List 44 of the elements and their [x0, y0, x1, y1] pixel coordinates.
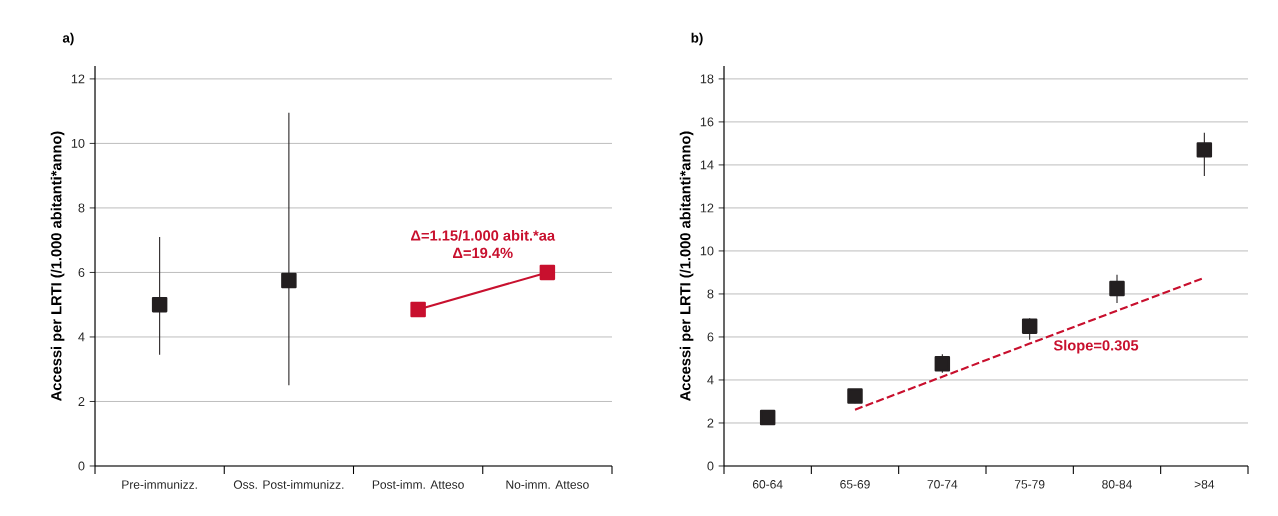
x-tick-label: Pre-immunizz. — [122, 480, 197, 489]
y-tick-label: 6 — [78, 267, 85, 277]
annotation: Slope=0.305 — [1053, 339, 1139, 354]
y-tick-label: 8 — [707, 289, 714, 299]
x-tick-label: >84 — [1194, 480, 1215, 489]
point — [1196, 142, 1213, 158]
annotation: Δ=1.15/1.000 abit.*aa — [411, 229, 556, 241]
x-tick-label: 60-64 — [752, 480, 783, 489]
point — [1021, 318, 1038, 334]
point — [759, 409, 776, 426]
point — [151, 296, 168, 313]
y-tick-label: 2 — [78, 397, 85, 406]
x-tick-label: No-imm. Atteso — [506, 480, 589, 489]
y-tick-label: 14 — [700, 160, 714, 170]
point — [934, 356, 951, 372]
x-tick-label: 80-84 — [1102, 480, 1132, 489]
x-tick-label: 70-74 — [927, 480, 958, 489]
y-axis-title: Accessi per LRTI (/1.000 abitanti*anno) — [679, 131, 694, 401]
y-tick-label: 0 — [78, 461, 85, 471]
chart-title: b) — [691, 32, 703, 46]
point — [410, 301, 426, 318]
x-tick-label: 75-79 — [1014, 480, 1045, 489]
y-tick-label: 6 — [707, 332, 714, 342]
point — [539, 264, 556, 281]
y-tick-label: 12 — [700, 203, 714, 213]
y-tick-label: 4 — [707, 375, 714, 385]
chart-title: a) — [62, 32, 74, 46]
x-tick-label: Oss. Post-immunizz. — [233, 480, 344, 489]
y-tick-label: 12 — [71, 74, 85, 84]
y-tick-label: 10 — [71, 138, 85, 148]
x-tick-label: Post-imm. Atteso — [372, 480, 464, 489]
y-tick-label: 8 — [78, 203, 85, 213]
y-tick-label: 18 — [700, 74, 714, 84]
point — [1109, 280, 1125, 297]
y-axis-title: Accessi per LRTI (/1.000 abitanti*anno) — [50, 131, 65, 401]
y-tick-label: 0 — [707, 461, 714, 471]
point — [281, 272, 297, 289]
x-tick-label: 65-69 — [840, 480, 870, 489]
y-tick-label: 10 — [700, 246, 714, 256]
point — [847, 388, 863, 404]
annotation: Δ=19.4% — [452, 247, 513, 259]
y-tick-label: 16 — [700, 117, 714, 127]
y-tick-label: 4 — [78, 332, 85, 342]
y-tick-label: 2 — [707, 418, 714, 428]
